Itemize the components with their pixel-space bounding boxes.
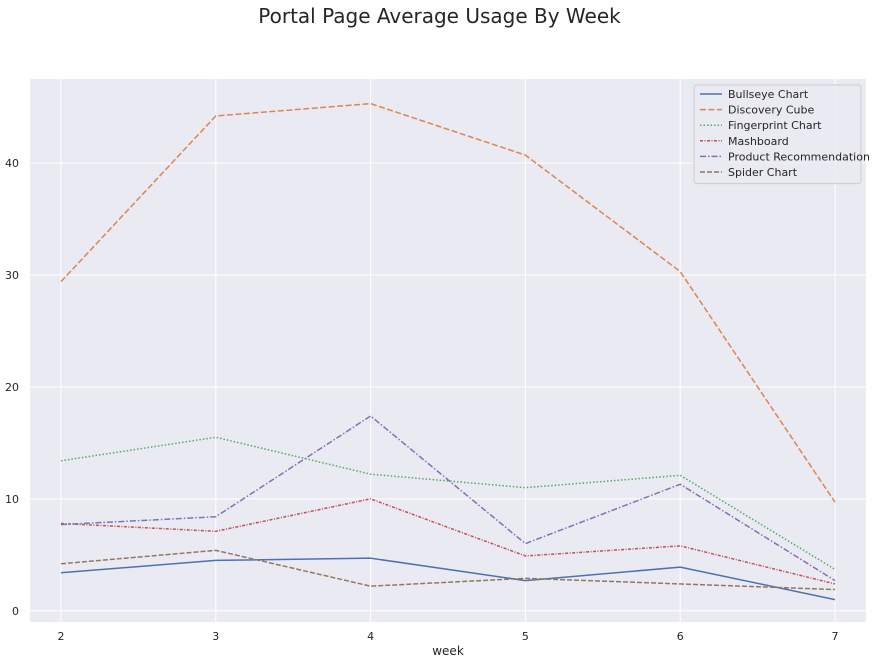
x-tick-label: 7 (832, 630, 839, 643)
y-tick-label: 10 (5, 493, 19, 506)
legend: Bullseye Chart Discovery Cube Fingerprint … (693, 84, 870, 185)
legend-label: Mashboard (728, 135, 789, 148)
series-line (60, 436, 836, 571)
x-tick-label: 6 (677, 630, 684, 643)
tick-labels: 2 3 4 5 6 7 0 10 20 30 40 (5, 157, 839, 643)
series-lines (60, 102, 836, 601)
legend-box (693, 84, 862, 185)
series-line (60, 415, 836, 582)
series-line (60, 498, 836, 585)
x-tick-label: 2 (57, 630, 64, 643)
legend-label: Spider Chart (728, 166, 798, 179)
series-line (60, 102, 836, 503)
series-line (60, 549, 836, 591)
legend-label: Product Recommendation (728, 150, 870, 163)
y-tick-label: 40 (5, 157, 19, 170)
legend-label: Fingerprint Chart (728, 119, 822, 132)
x-tick-label: 4 (367, 630, 374, 643)
legend-label: Discovery Cube (728, 104, 814, 117)
x-axis-label: week (432, 644, 464, 658)
x-tick-label: 5 (522, 630, 529, 643)
chart-title: Portal Page Average Usage By Week (258, 4, 621, 28)
y-tick-label: 0 (12, 605, 19, 618)
legend-label: Bullseye Chart (728, 88, 809, 101)
y-tick-label: 20 (5, 381, 19, 394)
series-line (60, 557, 836, 601)
x-tick-label: 3 (212, 630, 219, 643)
y-tick-label: 30 (5, 269, 19, 282)
